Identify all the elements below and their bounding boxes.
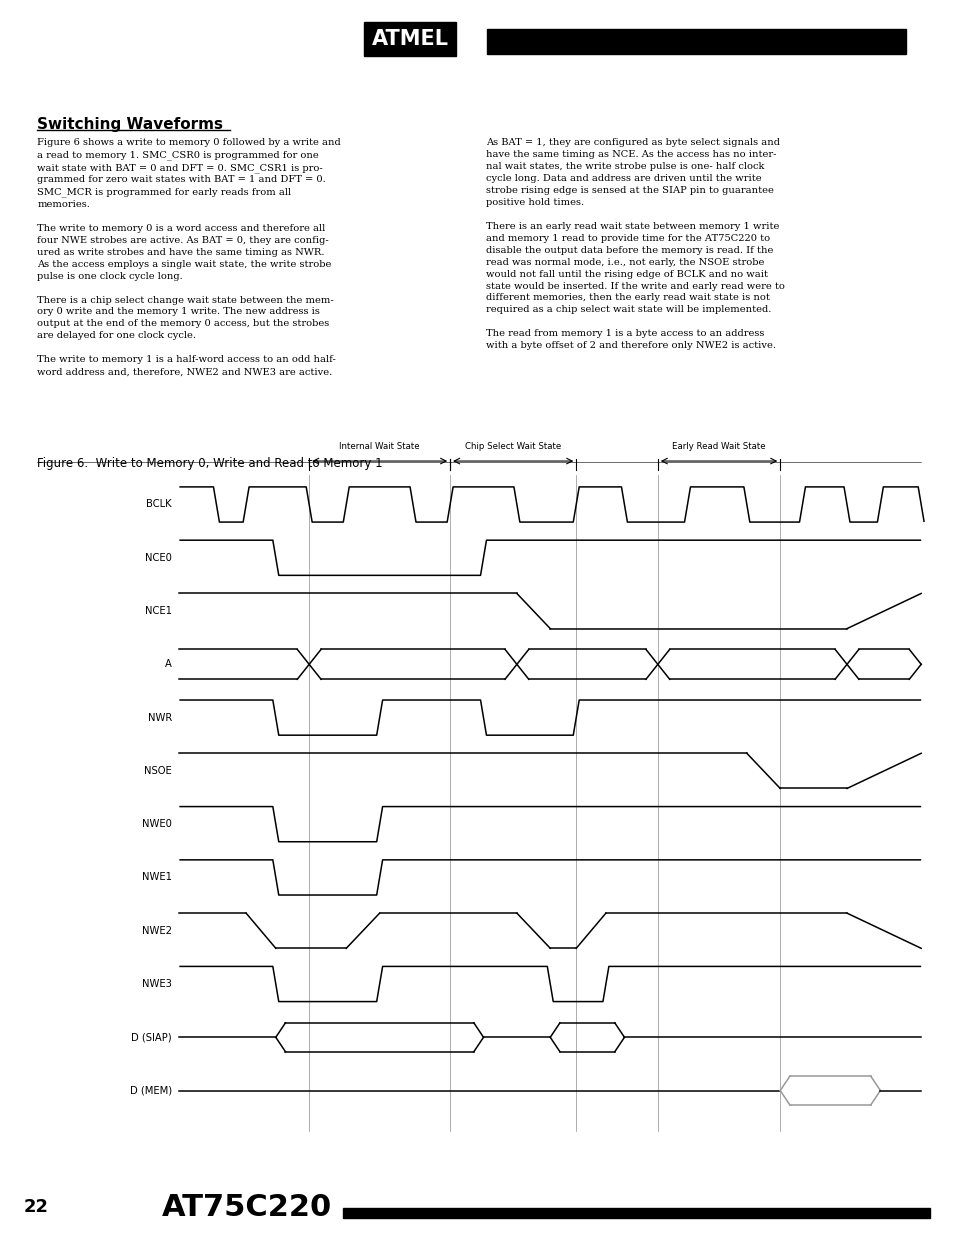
Text: BCLK: BCLK [146,499,172,510]
Text: Internal Wait State: Internal Wait State [339,442,419,451]
Text: ATMEL: ATMEL [372,28,448,49]
Text: Switching Waveforms: Switching Waveforms [37,116,223,132]
Bar [486,30,905,53]
Text: Early Read Wait State: Early Read Wait State [672,442,765,451]
Text: As BAT = 1, they are configured as byte select signals and
have the same timing : As BAT = 1, they are configured as byte … [486,138,784,351]
Text: D (MEM): D (MEM) [130,1086,172,1095]
Text: AT75C220: AT75C220 [162,1193,332,1221]
Text: Figure 6.  Write to Memory 0, Write and Read to Memory 1: Figure 6. Write to Memory 0, Write and R… [37,457,382,469]
Text: NWE1: NWE1 [142,872,172,883]
Text: NWE2: NWE2 [142,926,172,936]
Text: NWE0: NWE0 [142,819,172,829]
Text: NWR: NWR [148,713,172,722]
Text: D (SIAP): D (SIAP) [132,1032,172,1042]
Text: Figure 6 shows a write to memory 0 followed by a write and
a read to memory 1. S: Figure 6 shows a write to memory 0 follo… [37,138,341,377]
Text: A: A [165,659,172,669]
Text: NWE3: NWE3 [142,979,172,989]
Bar [343,1208,929,1218]
Text: Chip Select Wait State: Chip Select Wait State [464,442,560,451]
Text: NCE0: NCE0 [145,553,172,563]
Text: 22: 22 [24,1198,49,1216]
Text: NSOE: NSOE [144,766,172,776]
Text: NCE1: NCE1 [145,606,172,616]
